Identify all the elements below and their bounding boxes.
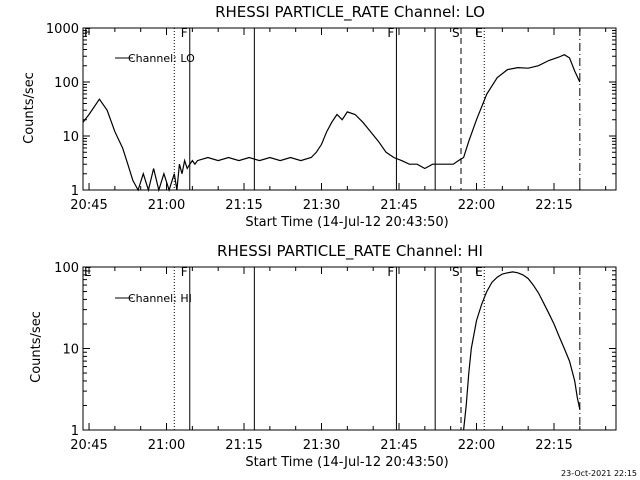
y-tick-label: 10 (62, 343, 79, 358)
y-tick-label: 1 (71, 424, 79, 439)
chart-title: RHESSI PARTICLE_RATE Channel: HI (217, 242, 483, 261)
x-axis-label: Start Time (14-Jul-12 20:43:50) (245, 455, 448, 470)
event-label: F (84, 26, 91, 40)
event-label: E (475, 26, 483, 40)
y-tick-label: 1 (71, 184, 79, 199)
event-label: F (387, 265, 394, 279)
x-tick-label: 22:00 (458, 198, 495, 213)
y-tick-label: 100 (54, 76, 79, 91)
x-tick-label: 21:00 (148, 198, 185, 213)
x-tick-label: 21:30 (303, 438, 340, 453)
event-label: S (452, 265, 460, 279)
y-tick-label: 10 (62, 130, 79, 145)
legend-label: Channel: HI (128, 292, 192, 305)
x-tick-label: 21:30 (303, 198, 340, 213)
x-tick-label: 21:15 (225, 438, 262, 453)
event-label: E (475, 265, 483, 279)
x-tick-label: 22:15 (535, 438, 572, 453)
x-tick-label: 21:45 (380, 198, 417, 213)
series-line (463, 271, 581, 431)
y-tick-label: 1000 (46, 22, 79, 37)
footer-timestamp: 23-Oct-2021 22:15 (561, 469, 637, 478)
y-axis-label: Counts/sec (29, 311, 44, 383)
event-label: E (84, 265, 92, 279)
x-axis-label: Start Time (14-Jul-12 20:43:50) (245, 215, 448, 230)
event-label: F (181, 265, 188, 279)
x-tick-label: 22:15 (535, 198, 572, 213)
legend-label: Channel: LO (128, 52, 195, 65)
x-tick-label: 20:45 (70, 198, 107, 213)
plot-frame (82, 27, 617, 191)
x-tick-label: 21:45 (380, 438, 417, 453)
chart-lo: RHESSI PARTICLE_RATE Channel: LO Start T… (22, 3, 617, 230)
event-label: S (452, 26, 460, 40)
x-tick-label: 21:15 (225, 198, 262, 213)
series-line (82, 54, 581, 193)
chart-title: RHESSI PARTICLE_RATE Channel: LO (215, 3, 485, 22)
y-tick-label: 100 (54, 261, 79, 276)
x-tick-label: 21:00 (148, 438, 185, 453)
x-tick-label: 20:45 (70, 438, 107, 453)
plot-area: 1 10 100 20:45 21:00 21:15 21:30 21:45 22:00 22:1… (54, 261, 617, 453)
event-label: F (181, 26, 188, 40)
x-tick-label: 22:00 (458, 438, 495, 453)
chart-hi: RHESSI PARTICLE_RATE Channel: HI Start T… (29, 242, 617, 470)
plot-area: 1 10 100 1000 20:45 21:00 21:15 21:30 21:45 22:00… (46, 22, 617, 213)
event-label: F (387, 26, 394, 40)
y-axis-label: Counts/sec (22, 72, 37, 144)
